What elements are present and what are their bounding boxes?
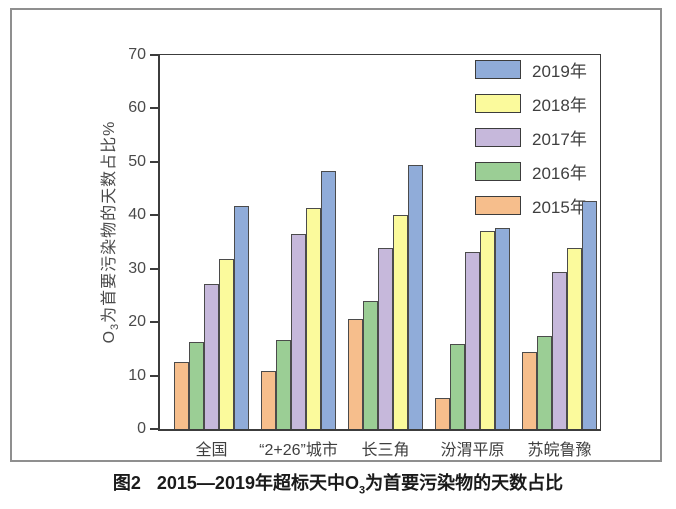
bar-2015年-全国 xyxy=(174,361,189,429)
bar-2018年-全国 xyxy=(219,259,234,429)
legend-row-2018年: 2018年 xyxy=(475,91,587,116)
x-tick-label-全国: 全国 xyxy=(195,442,228,459)
legend-label-2018年: 2018年 xyxy=(532,96,587,115)
bar-2017年-汾渭平原 xyxy=(465,252,480,429)
bar-2016年-长三角 xyxy=(363,301,378,429)
y-tick-label-70: 70 xyxy=(128,46,146,63)
legend-row-2019年: 2019年 xyxy=(475,57,587,82)
y-tick-label-10: 10 xyxy=(128,366,146,384)
y-tick-mark-40 xyxy=(150,214,158,217)
x-tick-label-苏皖鲁豫: 苏皖鲁豫 xyxy=(527,442,592,459)
caption-subscript: 3 xyxy=(358,484,366,497)
bar-2017年-苏皖鲁豫 xyxy=(552,271,567,429)
x-tick-label-“2+26”城市: “2+26”城市 xyxy=(259,442,338,459)
bar-2019年-全国 xyxy=(234,205,249,429)
bar-2018年-汾渭平原 xyxy=(480,231,495,429)
bar-2015年-“2+26”城市 xyxy=(261,370,276,429)
bar-2016年-苏皖鲁豫 xyxy=(537,336,552,429)
legend-label-2016年: 2016年 xyxy=(532,164,587,183)
bar-2019年-长三角 xyxy=(408,165,423,429)
y-tick-mark-20 xyxy=(150,321,158,324)
y-tick-mark-60 xyxy=(150,107,158,110)
y-tick-label-60: 60 xyxy=(128,99,146,117)
y-tick-mark-70 xyxy=(150,54,158,56)
y-tick-label-0: 0 xyxy=(137,420,146,437)
x-tick-label-汾渭平原: 汾渭平原 xyxy=(440,442,505,459)
caption-text: 2015—2019年超标天中O xyxy=(156,473,359,493)
bar-2016年-“2+26”城市 xyxy=(276,339,291,429)
bar-2015年-汾渭平原 xyxy=(435,398,450,429)
y-tick-mark-10 xyxy=(150,374,158,377)
plot-area: 2019年 2018年 2017年 2016年 2015年 0 10 20 30 40 50 60 7… xyxy=(128,46,601,459)
legend-label-2019年: 2019年 xyxy=(532,62,587,81)
legend: 2019年 2018年 2017年 2016年 2015年 xyxy=(475,57,587,218)
legend-swatch-2015年 xyxy=(475,196,521,215)
y-tick-mark-30 xyxy=(150,267,158,270)
legend-row-2017年: 2017年 xyxy=(475,125,587,150)
bar-2017年-全国 xyxy=(204,283,219,429)
figure-border-box: O3为首要污染物的天数占比% 2019年 2018年 2017年 2016年 2015年… xyxy=(10,8,662,462)
figure-caption: 图2 2015—2019年超标天中O3为首要污染物的天数占比 xyxy=(0,469,676,497)
legend-row-2016年: 2016年 xyxy=(475,159,587,184)
bar-2019年-汾渭平原 xyxy=(495,227,510,429)
y-tick-label-30: 30 xyxy=(128,259,146,277)
bar-2016年-汾渭平原 xyxy=(450,344,465,429)
legend-label-2017年: 2017年 xyxy=(532,130,587,149)
y-tick-mark-0 xyxy=(150,428,158,430)
bar-2016年-全国 xyxy=(189,341,204,429)
legend-swatch-2016年 xyxy=(475,162,521,181)
bar-2018年-苏皖鲁豫 xyxy=(567,248,582,429)
caption-text-rest: 为首要污染物的天数占比 xyxy=(365,473,564,493)
legend-swatch-2018年 xyxy=(475,94,521,113)
bar-2017年-长三角 xyxy=(378,248,393,429)
caption-number: 图2 xyxy=(112,473,141,493)
legend-row-2015年: 2015年 xyxy=(475,193,587,218)
bar-2018年-长三角 xyxy=(393,214,408,429)
legend-label-2015年: 2015年 xyxy=(532,198,587,217)
bar-2017年-“2+26”城市 xyxy=(291,234,306,429)
bar-2015年-苏皖鲁豫 xyxy=(522,352,537,429)
bar-2018年-“2+26”城市 xyxy=(306,207,321,429)
bar-2019年-“2+26”城市 xyxy=(321,170,336,429)
y-tick-label-20: 20 xyxy=(128,313,146,331)
legend-swatch-2017年 xyxy=(475,128,521,147)
y-tick-mark-50 xyxy=(150,160,158,163)
y-tick-label-50: 50 xyxy=(128,152,146,170)
bar-2019年-苏皖鲁豫 xyxy=(582,200,597,429)
y-axis-title-main: O xyxy=(100,329,118,344)
bar-2015年-长三角 xyxy=(348,318,363,429)
x-tick-label-长三角: 长三角 xyxy=(361,442,410,459)
y-tick-label-40: 40 xyxy=(128,206,146,224)
legend-swatch-2019年 xyxy=(475,60,521,79)
